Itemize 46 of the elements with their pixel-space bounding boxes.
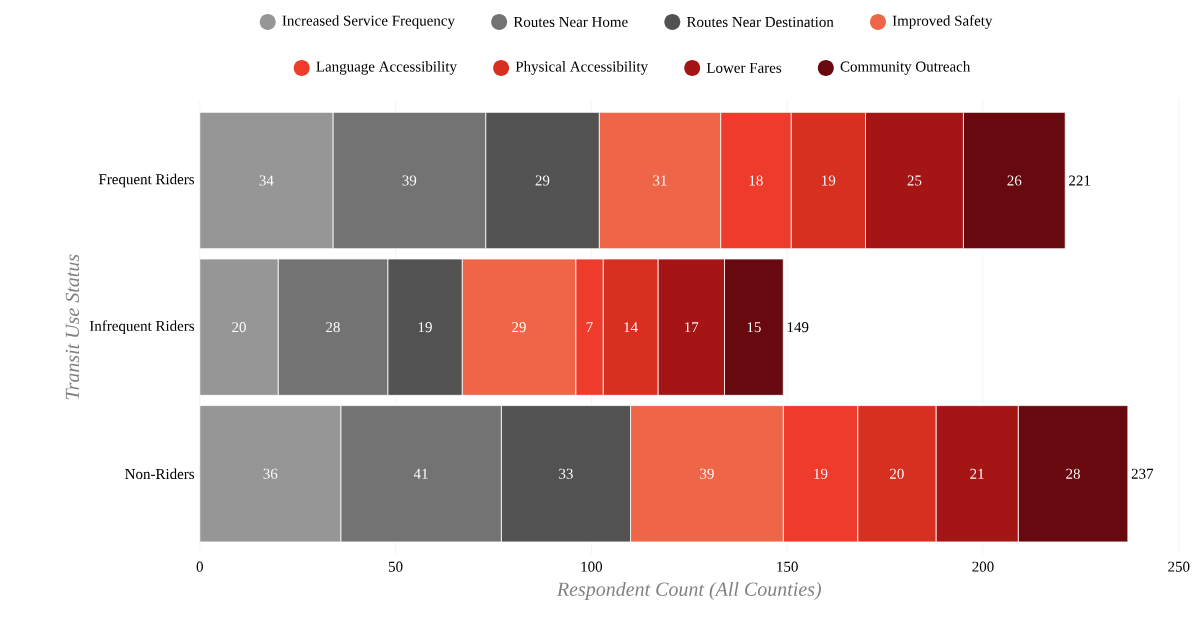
- data-label: 20: [232, 321, 246, 333]
- data-label: 20: [890, 468, 904, 479]
- total-label: 149: [787, 321, 809, 332]
- legend-label: Improved Safety: [892, 14, 993, 29]
- y-tick-label: Frequent Riders: [98, 173, 195, 188]
- y-tick-label: Non-Riders: [125, 468, 195, 479]
- x-tick-label: 0: [196, 561, 203, 572]
- x-axis-title: Respondent Count (All Counties): [556, 581, 822, 600]
- y-tick-label: Infrequent Riders: [89, 320, 195, 334]
- x-tick-label: 100: [581, 561, 603, 572]
- legend-label: Community Outreach: [840, 60, 971, 75]
- legend-label: Lower Fares: [706, 62, 782, 73]
- x-tick-label: 250: [1168, 561, 1190, 572]
- data-label: 28: [326, 321, 340, 333]
- data-label: 19: [418, 321, 432, 332]
- legend-label: Routes Near Home: [513, 16, 628, 27]
- data-label: 33: [559, 468, 573, 479]
- data-label: 31: [653, 175, 667, 186]
- legend-label: Routes Near Destination: [686, 16, 834, 27]
- legend-label: Increased Service Frequency: [282, 14, 455, 29]
- data-label: 39: [402, 175, 417, 186]
- data-label: 29: [535, 175, 550, 186]
- data-label: 18: [749, 175, 763, 186]
- data-label: 19: [814, 468, 828, 479]
- data-label: 41: [413, 468, 428, 479]
- data-label: 34: [259, 175, 274, 186]
- data-label: 28: [1066, 468, 1080, 479]
- data-label: 29: [512, 321, 526, 332]
- x-tick-label: 150: [777, 561, 798, 572]
- x-tick-label: 50: [388, 561, 403, 572]
- legend-label: Language Accessibility: [316, 60, 457, 75]
- data-label: 25: [907, 175, 922, 186]
- data-label: 17: [685, 322, 699, 332]
- x-tick-label: 200: [972, 561, 994, 572]
- data-label: 19: [822, 175, 836, 186]
- data-label: 21: [970, 468, 984, 479]
- data-label: 36: [263, 468, 278, 479]
- total-label: 221: [1069, 175, 1090, 186]
- data-label: 7: [586, 322, 593, 332]
- data-label: 15: [747, 321, 761, 332]
- legend-label: Physical Accessibility: [515, 60, 648, 75]
- data-label: 26: [1007, 175, 1022, 186]
- data-label: 14: [624, 322, 638, 332]
- y-axis-title: Transit Use Status: [65, 254, 80, 399]
- data-label: 39: [700, 468, 714, 479]
- total-label: 237: [1131, 468, 1154, 479]
